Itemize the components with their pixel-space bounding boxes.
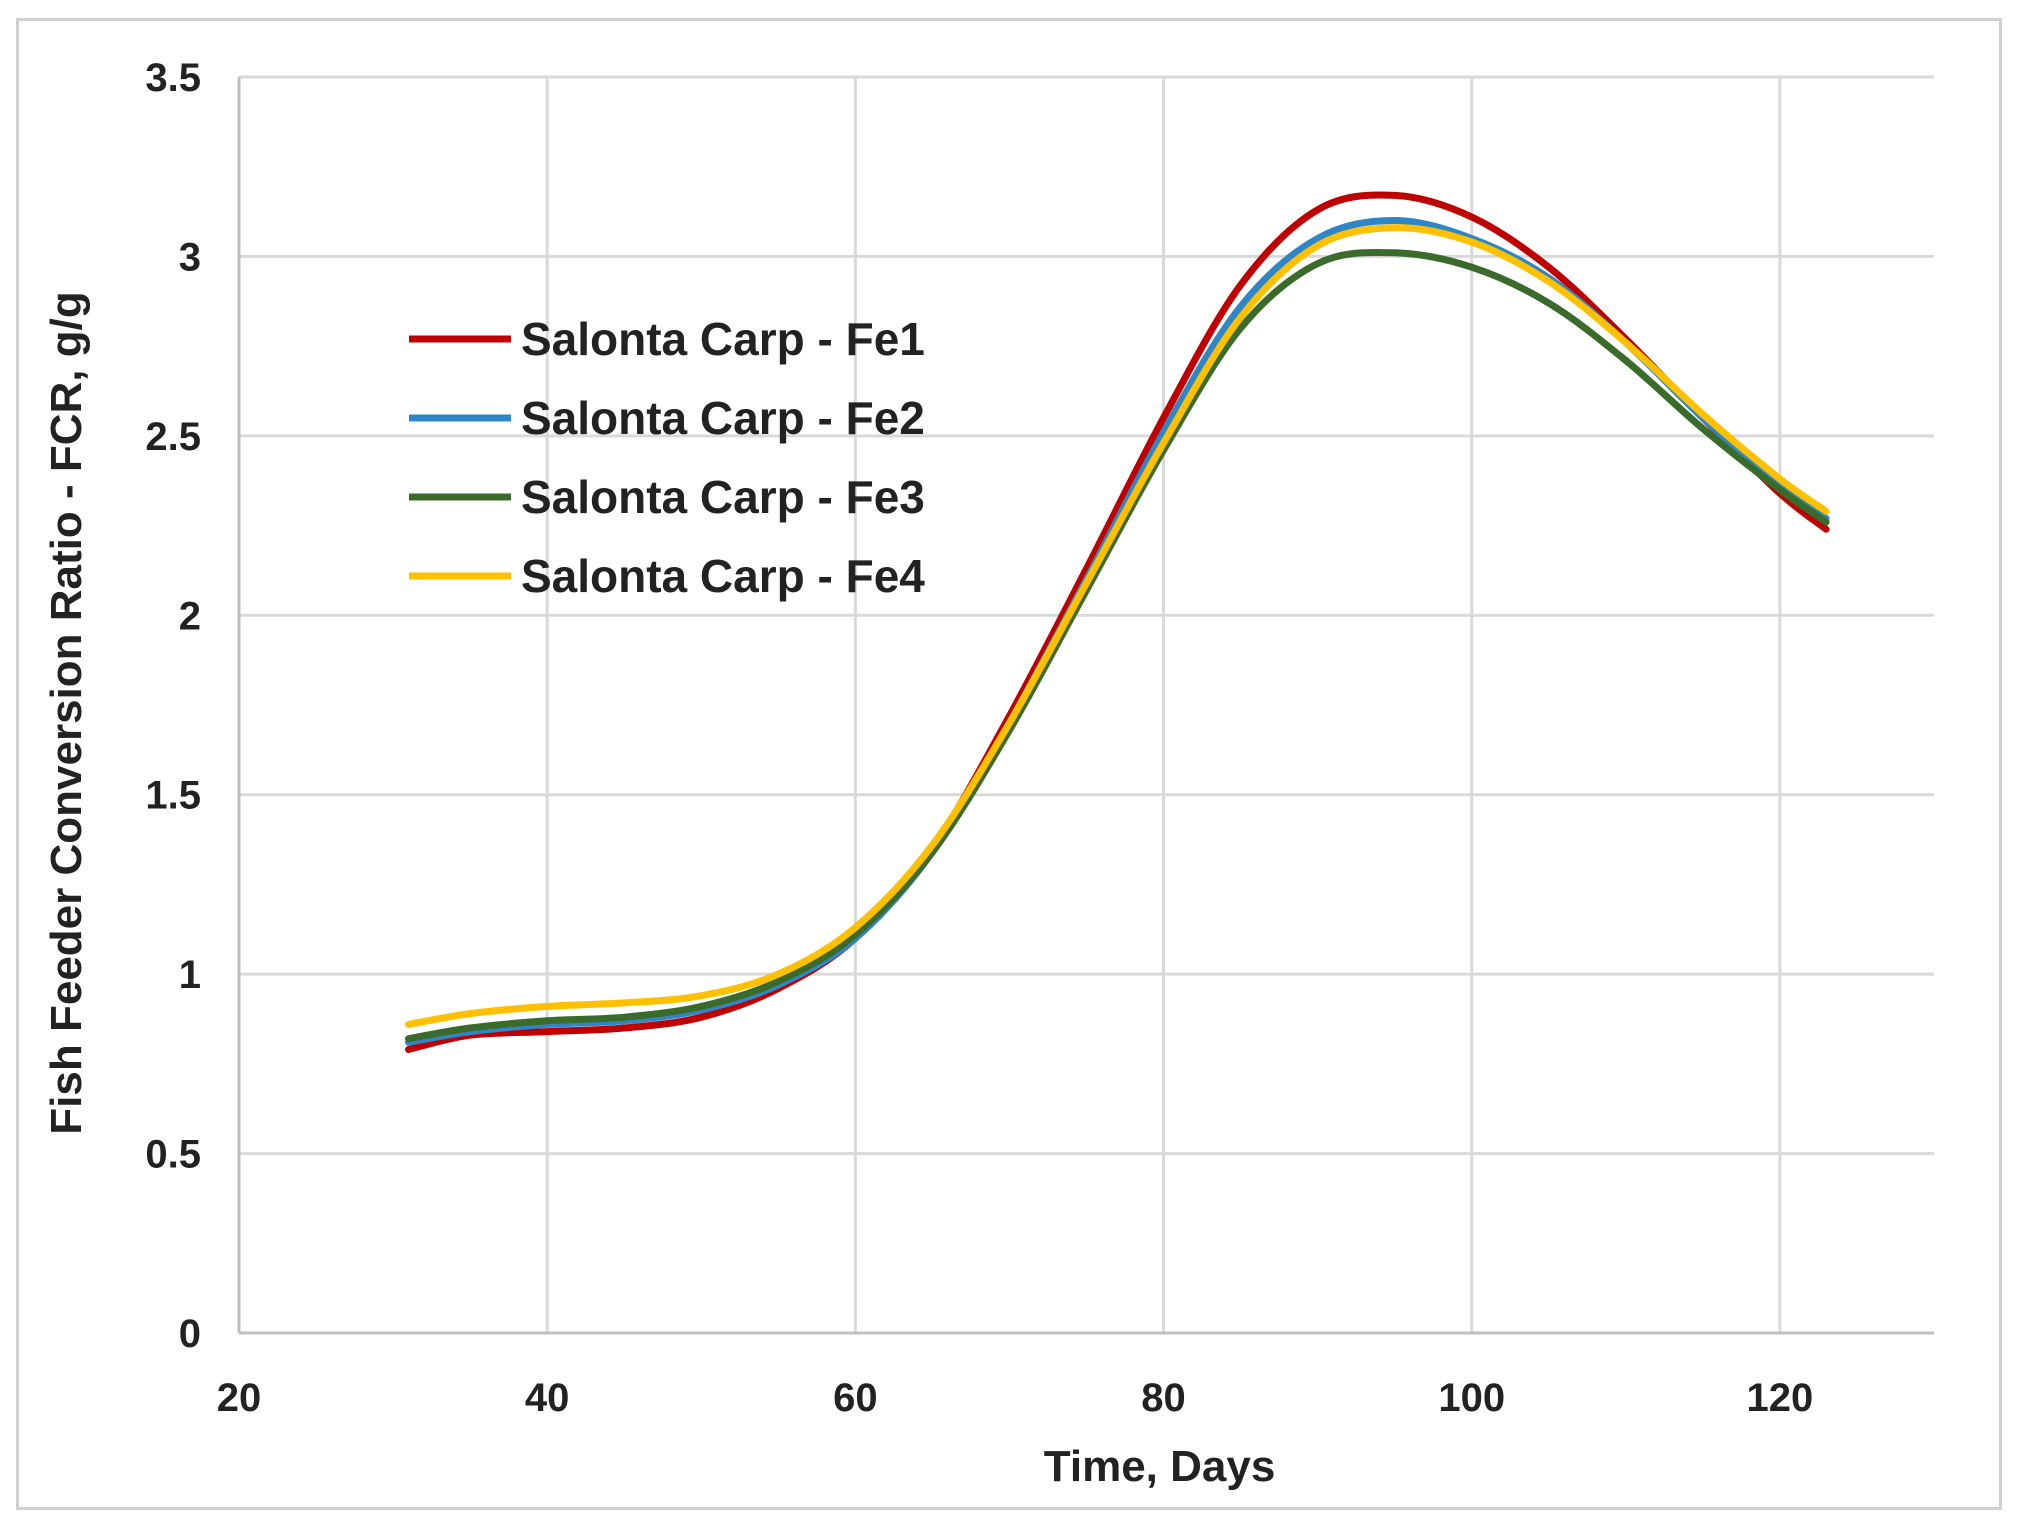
x-tick-label: 80 — [1141, 1376, 1186, 1420]
legend-label-fe2: Salonta Carp - Fe2 — [521, 392, 925, 444]
y-tick-label: 0.5 — [145, 1133, 201, 1177]
x-tick-label: 40 — [525, 1376, 570, 1420]
legend-label-fe1: Salonta Carp - Fe1 — [521, 313, 925, 365]
y-tick-label: 2.5 — [145, 415, 201, 459]
legend-label-fe4: Salonta Carp - Fe4 — [521, 550, 925, 602]
y-tick-label: 1 — [179, 953, 201, 997]
y-tick-label: 2 — [179, 594, 201, 638]
chart-frame: 0 0.5 1 1.5 2 2.5 3 3.5 20 40 60 80 100 120 Salonta C… — [16, 18, 2002, 1510]
legend: Salonta Carp - Fe1 Salonta Carp - Fe2 Salo… — [409, 313, 925, 602]
line-chart: 0 0.5 1 1.5 2 2.5 3 3.5 20 40 60 80 100 120 Salonta C… — [42, 56, 1934, 1491]
y-tick-label: 1.5 — [145, 774, 201, 818]
series-layer — [405, 191, 1830, 1053]
y-axis-title: Fish Feeder Conversion Ratio - FCR, g/g — [42, 291, 91, 1134]
x-tick-label: 100 — [1438, 1376, 1505, 1420]
y-tick-label: 3 — [179, 235, 201, 279]
legend-label-fe3: Salonta Carp - Fe3 — [521, 471, 925, 523]
grid-layer — [239, 75, 1934, 1333]
x-axis-title: Time, Days — [1044, 1442, 1276, 1491]
series-line-fe1 — [405, 191, 1830, 1053]
y-tick-label: 3.5 — [145, 56, 201, 100]
series-line-fe3 — [405, 248, 1830, 1043]
x-tick-label: 20 — [217, 1376, 262, 1420]
axis-layer: 0 0.5 1 1.5 2 2.5 3 3.5 20 40 60 80 100 120 — [145, 56, 1934, 1420]
x-tick-label: 120 — [1747, 1376, 1814, 1420]
series-line-fe4 — [405, 224, 1830, 1028]
y-tick-label: 0 — [179, 1312, 201, 1356]
x-tick-label: 60 — [833, 1376, 878, 1420]
